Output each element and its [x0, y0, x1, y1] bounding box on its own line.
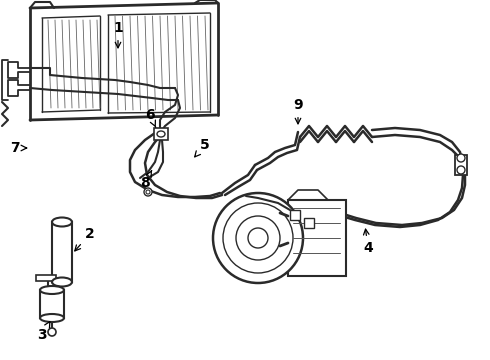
- Bar: [304, 218, 314, 228]
- Text: 2: 2: [75, 227, 95, 251]
- Text: 4: 4: [363, 229, 373, 255]
- Text: 6: 6: [145, 108, 156, 127]
- Ellipse shape: [40, 286, 64, 294]
- Text: 3: 3: [37, 321, 50, 342]
- Ellipse shape: [157, 131, 165, 137]
- Ellipse shape: [52, 217, 72, 226]
- Circle shape: [146, 190, 150, 194]
- Circle shape: [457, 166, 465, 174]
- Bar: [36, 275, 56, 281]
- Bar: [455, 155, 467, 175]
- Circle shape: [236, 216, 280, 260]
- Bar: [52, 222, 72, 282]
- Circle shape: [248, 228, 268, 248]
- Bar: [290, 210, 300, 220]
- Ellipse shape: [40, 314, 64, 322]
- Circle shape: [48, 328, 56, 336]
- Circle shape: [213, 193, 303, 283]
- Bar: [288, 200, 346, 276]
- Circle shape: [144, 188, 152, 196]
- Text: 1: 1: [113, 21, 123, 48]
- Text: 9: 9: [293, 98, 303, 124]
- Text: 8: 8: [140, 171, 151, 190]
- Circle shape: [223, 203, 293, 273]
- Text: 5: 5: [195, 138, 210, 157]
- Bar: [154, 128, 168, 140]
- Text: 7: 7: [10, 141, 26, 155]
- Bar: [40, 290, 64, 318]
- Ellipse shape: [52, 278, 72, 287]
- Circle shape: [457, 154, 465, 162]
